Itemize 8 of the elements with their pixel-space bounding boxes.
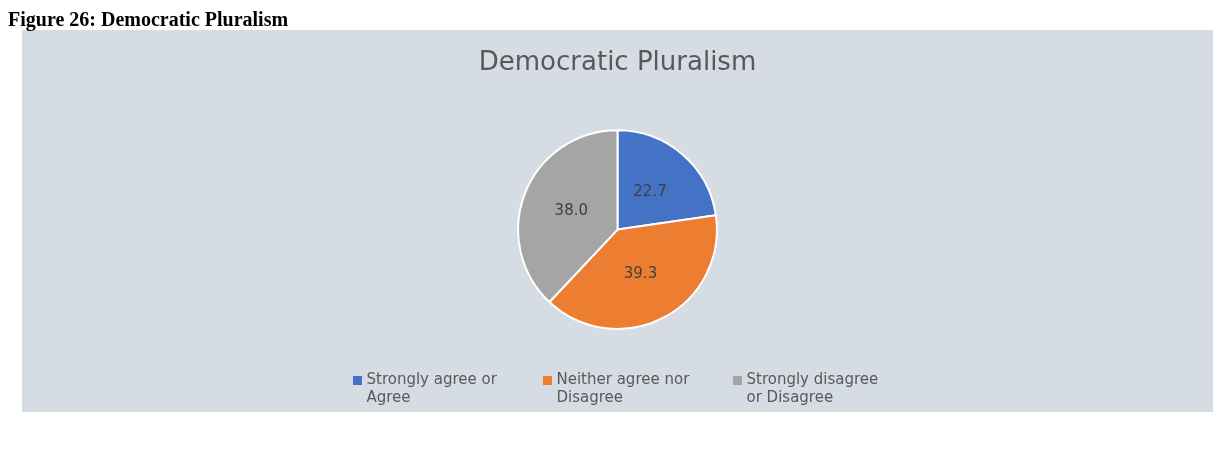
caption: Figure 26: Democratic Pluralism	[8, 8, 290, 30]
legend-label: Strongly disagree or Disagree	[746, 370, 880, 406]
legend-label: Neither agree nor Disagree	[556, 370, 691, 406]
data-label: 22.7	[633, 181, 667, 200]
chart-title: Democratic Pluralism	[478, 46, 757, 77]
legend-label: Strongly agree or Agree	[366, 370, 498, 406]
data-label: 38.0	[554, 201, 588, 220]
data-label: 39.3	[623, 263, 658, 282]
